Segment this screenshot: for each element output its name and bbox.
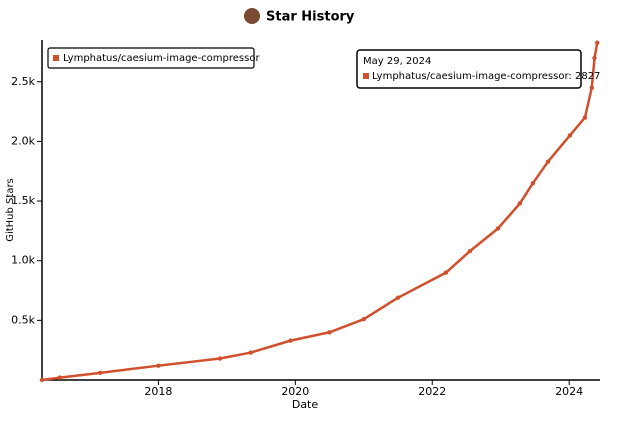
data-point bbox=[443, 270, 449, 275]
data-point bbox=[595, 40, 600, 45]
data-point bbox=[517, 201, 523, 206]
x-tick-label: 2020 bbox=[281, 385, 309, 398]
data-point bbox=[248, 350, 254, 355]
tooltip-text: Lymphatus/caesium-image-compressor: 2827 bbox=[372, 71, 600, 82]
chart-title: Star History bbox=[266, 10, 355, 25]
x-axis-label: Date bbox=[292, 398, 319, 411]
data-point bbox=[495, 226, 501, 231]
data-point bbox=[592, 55, 597, 61]
data-point bbox=[156, 363, 161, 368]
tooltip-value: 2827 bbox=[575, 71, 600, 82]
data-point bbox=[57, 375, 63, 380]
data-point bbox=[39, 377, 45, 383]
y-tick-label: 1.5k bbox=[11, 194, 35, 207]
logo bbox=[244, 8, 260, 24]
data-point bbox=[589, 85, 594, 90]
data-point bbox=[327, 330, 332, 335]
data-point bbox=[467, 248, 473, 254]
data-point bbox=[217, 356, 223, 361]
legend-box bbox=[47, 47, 255, 69]
y-tick-label: 2.5k bbox=[11, 75, 35, 88]
data-point bbox=[582, 115, 588, 120]
x-tick-label: 2024 bbox=[555, 385, 583, 398]
data-point bbox=[361, 316, 366, 322]
data-point bbox=[545, 159, 551, 164]
x-tick-label: 2022 bbox=[418, 385, 446, 398]
y-tick-label: 1.0k bbox=[11, 254, 35, 267]
legend-swatch bbox=[53, 55, 59, 61]
x-tick-label: 2018 bbox=[144, 385, 172, 398]
axes bbox=[41, 40, 600, 381]
data-point bbox=[530, 180, 536, 186]
y-tick-label: 2.0k bbox=[11, 134, 35, 147]
tooltip-date: May 29, 2024 bbox=[363, 56, 431, 67]
data-point bbox=[288, 338, 293, 343]
tooltip-series: Lymphatus/caesium-image-compressor bbox=[372, 71, 569, 82]
tooltip-box bbox=[356, 49, 582, 89]
tooltip-separator: : bbox=[568, 71, 575, 82]
y-tick-label: 0.5k bbox=[11, 313, 35, 326]
data-point bbox=[395, 295, 401, 300]
tooltip-swatch bbox=[363, 73, 369, 79]
series-line bbox=[41, 42, 599, 382]
legend-label: Lymphatus/caesium-image-compressor bbox=[63, 53, 260, 64]
data-point bbox=[567, 133, 573, 138]
y-axis-label: GitHub Stars bbox=[5, 178, 16, 242]
data-point bbox=[97, 370, 103, 376]
